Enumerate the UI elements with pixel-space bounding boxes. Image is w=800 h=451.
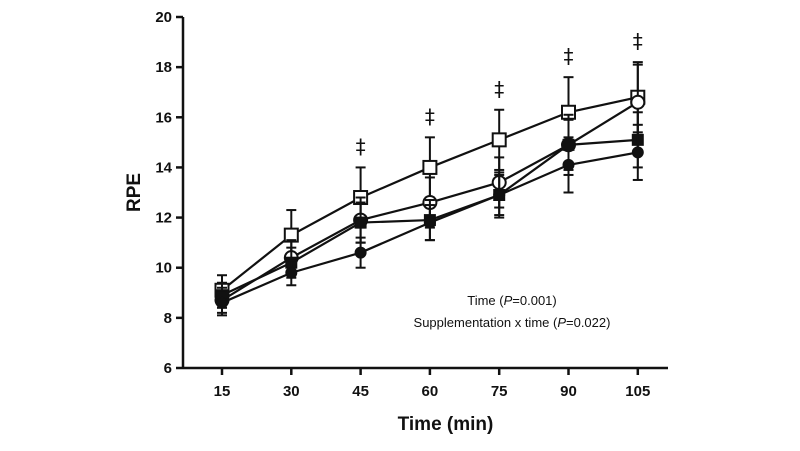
significance-mark: ‡ (564, 44, 574, 68)
x-tick-label: 105 (625, 383, 650, 400)
data-point (423, 216, 436, 229)
data-point (354, 216, 367, 229)
annotations: Time (P=0.001) Supplementation x time (P=… (414, 293, 611, 330)
series-layer (214, 61, 646, 317)
data-point (422, 159, 438, 175)
annotation-line: Time (P=0.001) (467, 293, 556, 308)
x-tick-label: 75 (491, 383, 508, 400)
y-tick-label: 14 (155, 159, 172, 176)
x-tick-label: 45 (352, 383, 369, 400)
y-tick-label: 8 (164, 310, 172, 327)
x-tick-label: 30 (283, 383, 300, 400)
y-tick-label: 10 (155, 260, 172, 277)
data-point (285, 266, 298, 279)
significance-mark: ‡ (633, 29, 643, 53)
x-tick-label: 15 (214, 383, 231, 400)
x-tick-label: 90 (560, 383, 577, 400)
series-open-circle (214, 63, 646, 314)
significance-marks: ‡ ‡ ‡ ‡ ‡ (356, 29, 643, 158)
significance-mark: ‡ (425, 104, 435, 128)
y-tick-label: 16 (155, 109, 172, 126)
data-point (562, 158, 575, 171)
y-tick-label: 18 (155, 59, 172, 76)
annotation-line: Supplementation x time (P=0.022) (414, 315, 611, 330)
significance-mark: ‡ (494, 77, 504, 101)
series-filled-circle (216, 123, 644, 317)
data-point (491, 132, 507, 148)
data-point (631, 146, 644, 159)
data-point (216, 296, 228, 309)
y-tick-label: 20 (155, 9, 172, 26)
y-tick-label: 12 (155, 210, 172, 227)
x-tick-label: 60 (422, 383, 439, 400)
data-point (630, 94, 646, 110)
data-point (493, 189, 506, 202)
y-tick-label: 6 (164, 360, 172, 377)
y-axis-title: RPE (124, 173, 145, 212)
significance-mark: ‡ (356, 134, 366, 158)
data-point (354, 246, 367, 259)
axes: 6 8 10 12 14 16 18 20 15 30 45 60 75 90 105 (155, 9, 668, 400)
x-axis-title: Time (min) (398, 414, 494, 435)
